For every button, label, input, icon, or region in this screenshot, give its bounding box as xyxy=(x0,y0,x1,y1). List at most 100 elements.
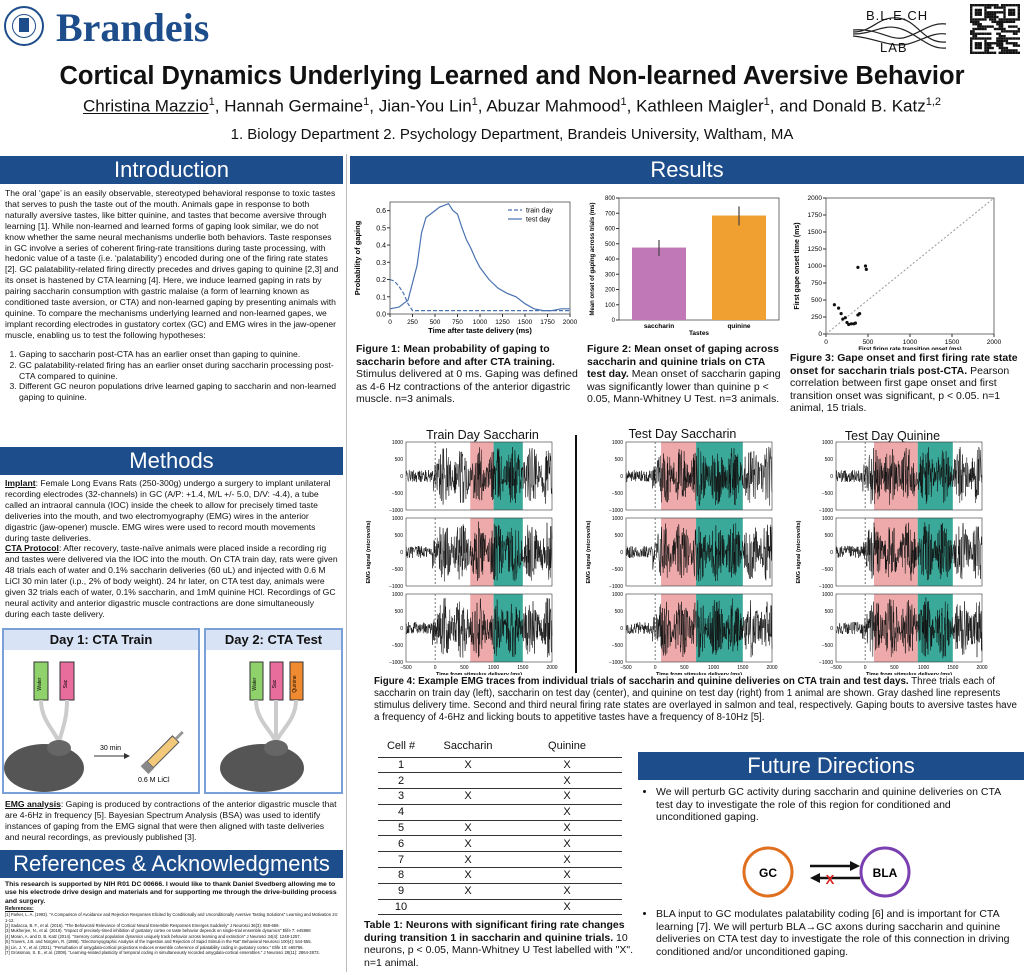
qr-module xyxy=(996,6,999,9)
table1-caption: Table 1: Neurons with significant firing… xyxy=(364,919,634,969)
emg-ytick-label: 0 xyxy=(400,626,403,632)
emg-ytick-label: −500 xyxy=(392,643,403,649)
qr-module xyxy=(1010,20,1013,24)
qr-module xyxy=(974,20,978,24)
fig3-ytick-label: 2000 xyxy=(808,195,823,202)
fig1-xtick-label: 250 xyxy=(407,319,418,326)
qr-module xyxy=(974,44,978,47)
emg-ytick-label: 0 xyxy=(620,626,623,632)
emg-ytick-label: −500 xyxy=(822,567,833,573)
qr-module xyxy=(970,8,973,12)
qr-module xyxy=(986,4,990,7)
qr-module xyxy=(998,18,1001,21)
qr-module xyxy=(998,27,1001,31)
fig2-ytick-label: 200 xyxy=(605,288,616,294)
qr-module xyxy=(986,37,990,40)
brandeis-logo: Brandeis xyxy=(56,5,210,50)
qr-module xyxy=(996,27,999,31)
qr-module xyxy=(984,37,987,40)
emg-xtick-label: 1000 xyxy=(708,665,719,671)
emg-trace xyxy=(835,597,983,659)
qr-module xyxy=(1003,15,1006,19)
qr-module xyxy=(998,37,1001,40)
emg-ytick-label: 1000 xyxy=(612,516,623,522)
qr-module xyxy=(989,15,992,19)
fig3-xlabel: First firing rate transition onset (ms) xyxy=(858,347,961,350)
qr-module xyxy=(998,20,1001,24)
table-row: 10 X xyxy=(378,899,622,916)
qr-module xyxy=(1008,8,1011,12)
qr-module xyxy=(998,11,1001,14)
fig2-ytick-label: 500 xyxy=(605,242,616,248)
table-cell: X xyxy=(512,867,622,884)
emg-ytick-label: 0 xyxy=(620,550,623,556)
qr-module xyxy=(1015,30,1018,33)
table-cell: X xyxy=(424,835,512,853)
fig1-legend-label: train day xyxy=(526,208,553,215)
fig3-point xyxy=(863,264,868,268)
fig2-ytick-label: 400 xyxy=(605,257,616,263)
qr-module xyxy=(989,25,992,28)
qr-module xyxy=(984,49,987,52)
fig1-ytick-label: 0.5 xyxy=(376,225,386,232)
qr-module xyxy=(996,37,999,40)
emg-xlabel: Time from stimulus delivery (ms) xyxy=(656,672,742,675)
emg-ylabel: EMG signal (microvolts) xyxy=(366,520,372,583)
day2-tube-quinine: Quinine xyxy=(292,675,298,692)
qr-module xyxy=(989,32,992,35)
qr-module xyxy=(1012,49,1016,52)
qr-module xyxy=(986,42,990,45)
qr-module xyxy=(991,18,994,21)
qr-module xyxy=(979,37,982,40)
qr-module xyxy=(989,46,992,50)
emg-xtick-label: 1500 xyxy=(737,665,748,671)
day1-tube-water: Water xyxy=(37,677,43,690)
qr-module xyxy=(970,6,973,9)
qr-module xyxy=(1010,13,1013,16)
qr-module xyxy=(970,4,973,7)
qr-module xyxy=(1000,4,1004,7)
qr-module xyxy=(1000,6,1004,9)
fig3-point xyxy=(837,306,841,310)
qr-module xyxy=(1012,13,1016,16)
emg-ytick-label: −500 xyxy=(822,491,833,497)
qr-module xyxy=(996,42,999,45)
qr-module xyxy=(1017,44,1020,47)
qr-module xyxy=(998,25,1001,28)
qr-module xyxy=(979,13,982,16)
day2-title: Day 2: CTA Test xyxy=(206,630,341,650)
qr-module xyxy=(986,46,990,50)
table-cell: X xyxy=(512,804,622,821)
qr-module xyxy=(1010,11,1013,14)
qr-module xyxy=(991,13,994,16)
emg-xlabel: Time from stimulus delivery (ms) xyxy=(866,672,952,675)
table-cell: X xyxy=(512,883,622,900)
emg-ytick-label: 0 xyxy=(400,474,403,480)
fig1-xtick-label: 1750 xyxy=(540,319,555,326)
emg-ytick-label: 0 xyxy=(830,474,833,480)
qr-module xyxy=(1010,25,1013,28)
qr-module xyxy=(1005,46,1009,50)
future-bullet-1: We will perturb GC activity during sacch… xyxy=(656,786,1018,824)
qr-module xyxy=(1012,18,1016,21)
qr-module xyxy=(1003,20,1006,24)
qr-module xyxy=(1010,51,1013,54)
qr-module xyxy=(996,39,999,43)
emg-ytick-label: 500 xyxy=(825,533,834,539)
fig1-ytick-label: 0.0 xyxy=(376,312,386,319)
emg-xtick-label: 1000 xyxy=(488,665,499,671)
emg-ytick-label: 1000 xyxy=(822,440,833,446)
qr-module xyxy=(981,51,985,54)
neuron-table: Cell # Saccharin Quinine 1 X X 2 X 3 X X 4 X 5 X X 6 X X 7 X… xyxy=(378,735,622,916)
qr-module xyxy=(1012,4,1016,7)
qr-module xyxy=(1000,42,1004,45)
qr-module xyxy=(1003,51,1006,54)
qr-module xyxy=(970,15,973,19)
figure1-line-chart: 0.0 0.1 0.2 0.3 0.4 0.5 0.6 0 250 500 750 1000 1250 1… xyxy=(353,201,578,335)
qr-module xyxy=(991,51,994,54)
qr-module xyxy=(970,44,973,47)
emg-xtick-label: 500 xyxy=(680,665,689,671)
emg-ytick-label: −1000 xyxy=(819,508,833,514)
